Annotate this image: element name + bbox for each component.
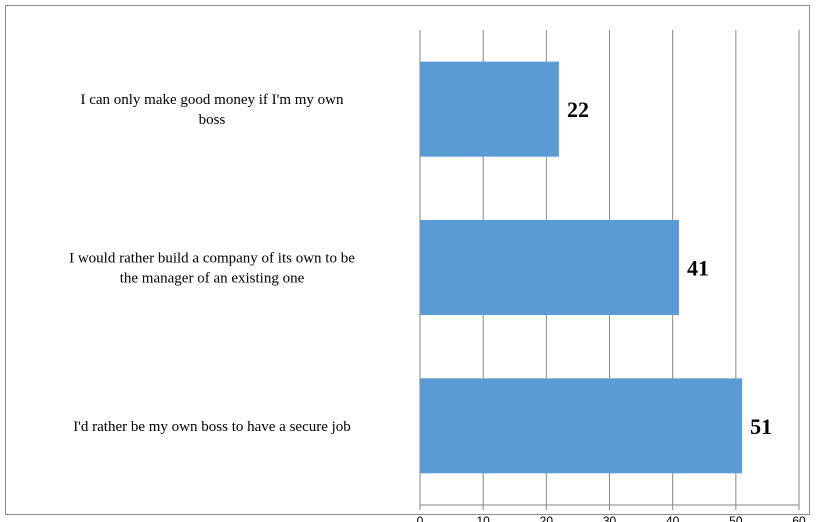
x-tick-label: 60 <box>792 514 806 522</box>
labels: 22 I can only make good money if I'm my o… <box>69 92 772 439</box>
category-label: I would rather build a company of its ow… <box>69 251 355 287</box>
data-label: 41 <box>687 256 709 281</box>
data-label: 51 <box>750 414 772 439</box>
x-tick-label: 10 <box>476 514 490 522</box>
axes: 0 10 20 30 40 50 60 <box>417 504 806 522</box>
x-tick-label: 0 <box>417 514 424 522</box>
bar <box>420 220 679 315</box>
bar <box>420 61 559 157</box>
x-tick-label: 50 <box>729 514 743 522</box>
x-tick-label: 40 <box>666 514 680 522</box>
x-tick-label: 20 <box>540 514 554 522</box>
data-label: 22 <box>567 97 589 122</box>
category-label: I can only make good money if I'm my own… <box>80 92 344 128</box>
category-label: I'd rather be my own boss to have a secu… <box>73 419 351 435</box>
bar <box>420 378 743 474</box>
x-tick-label: 30 <box>603 514 617 522</box>
bars <box>420 61 743 474</box>
